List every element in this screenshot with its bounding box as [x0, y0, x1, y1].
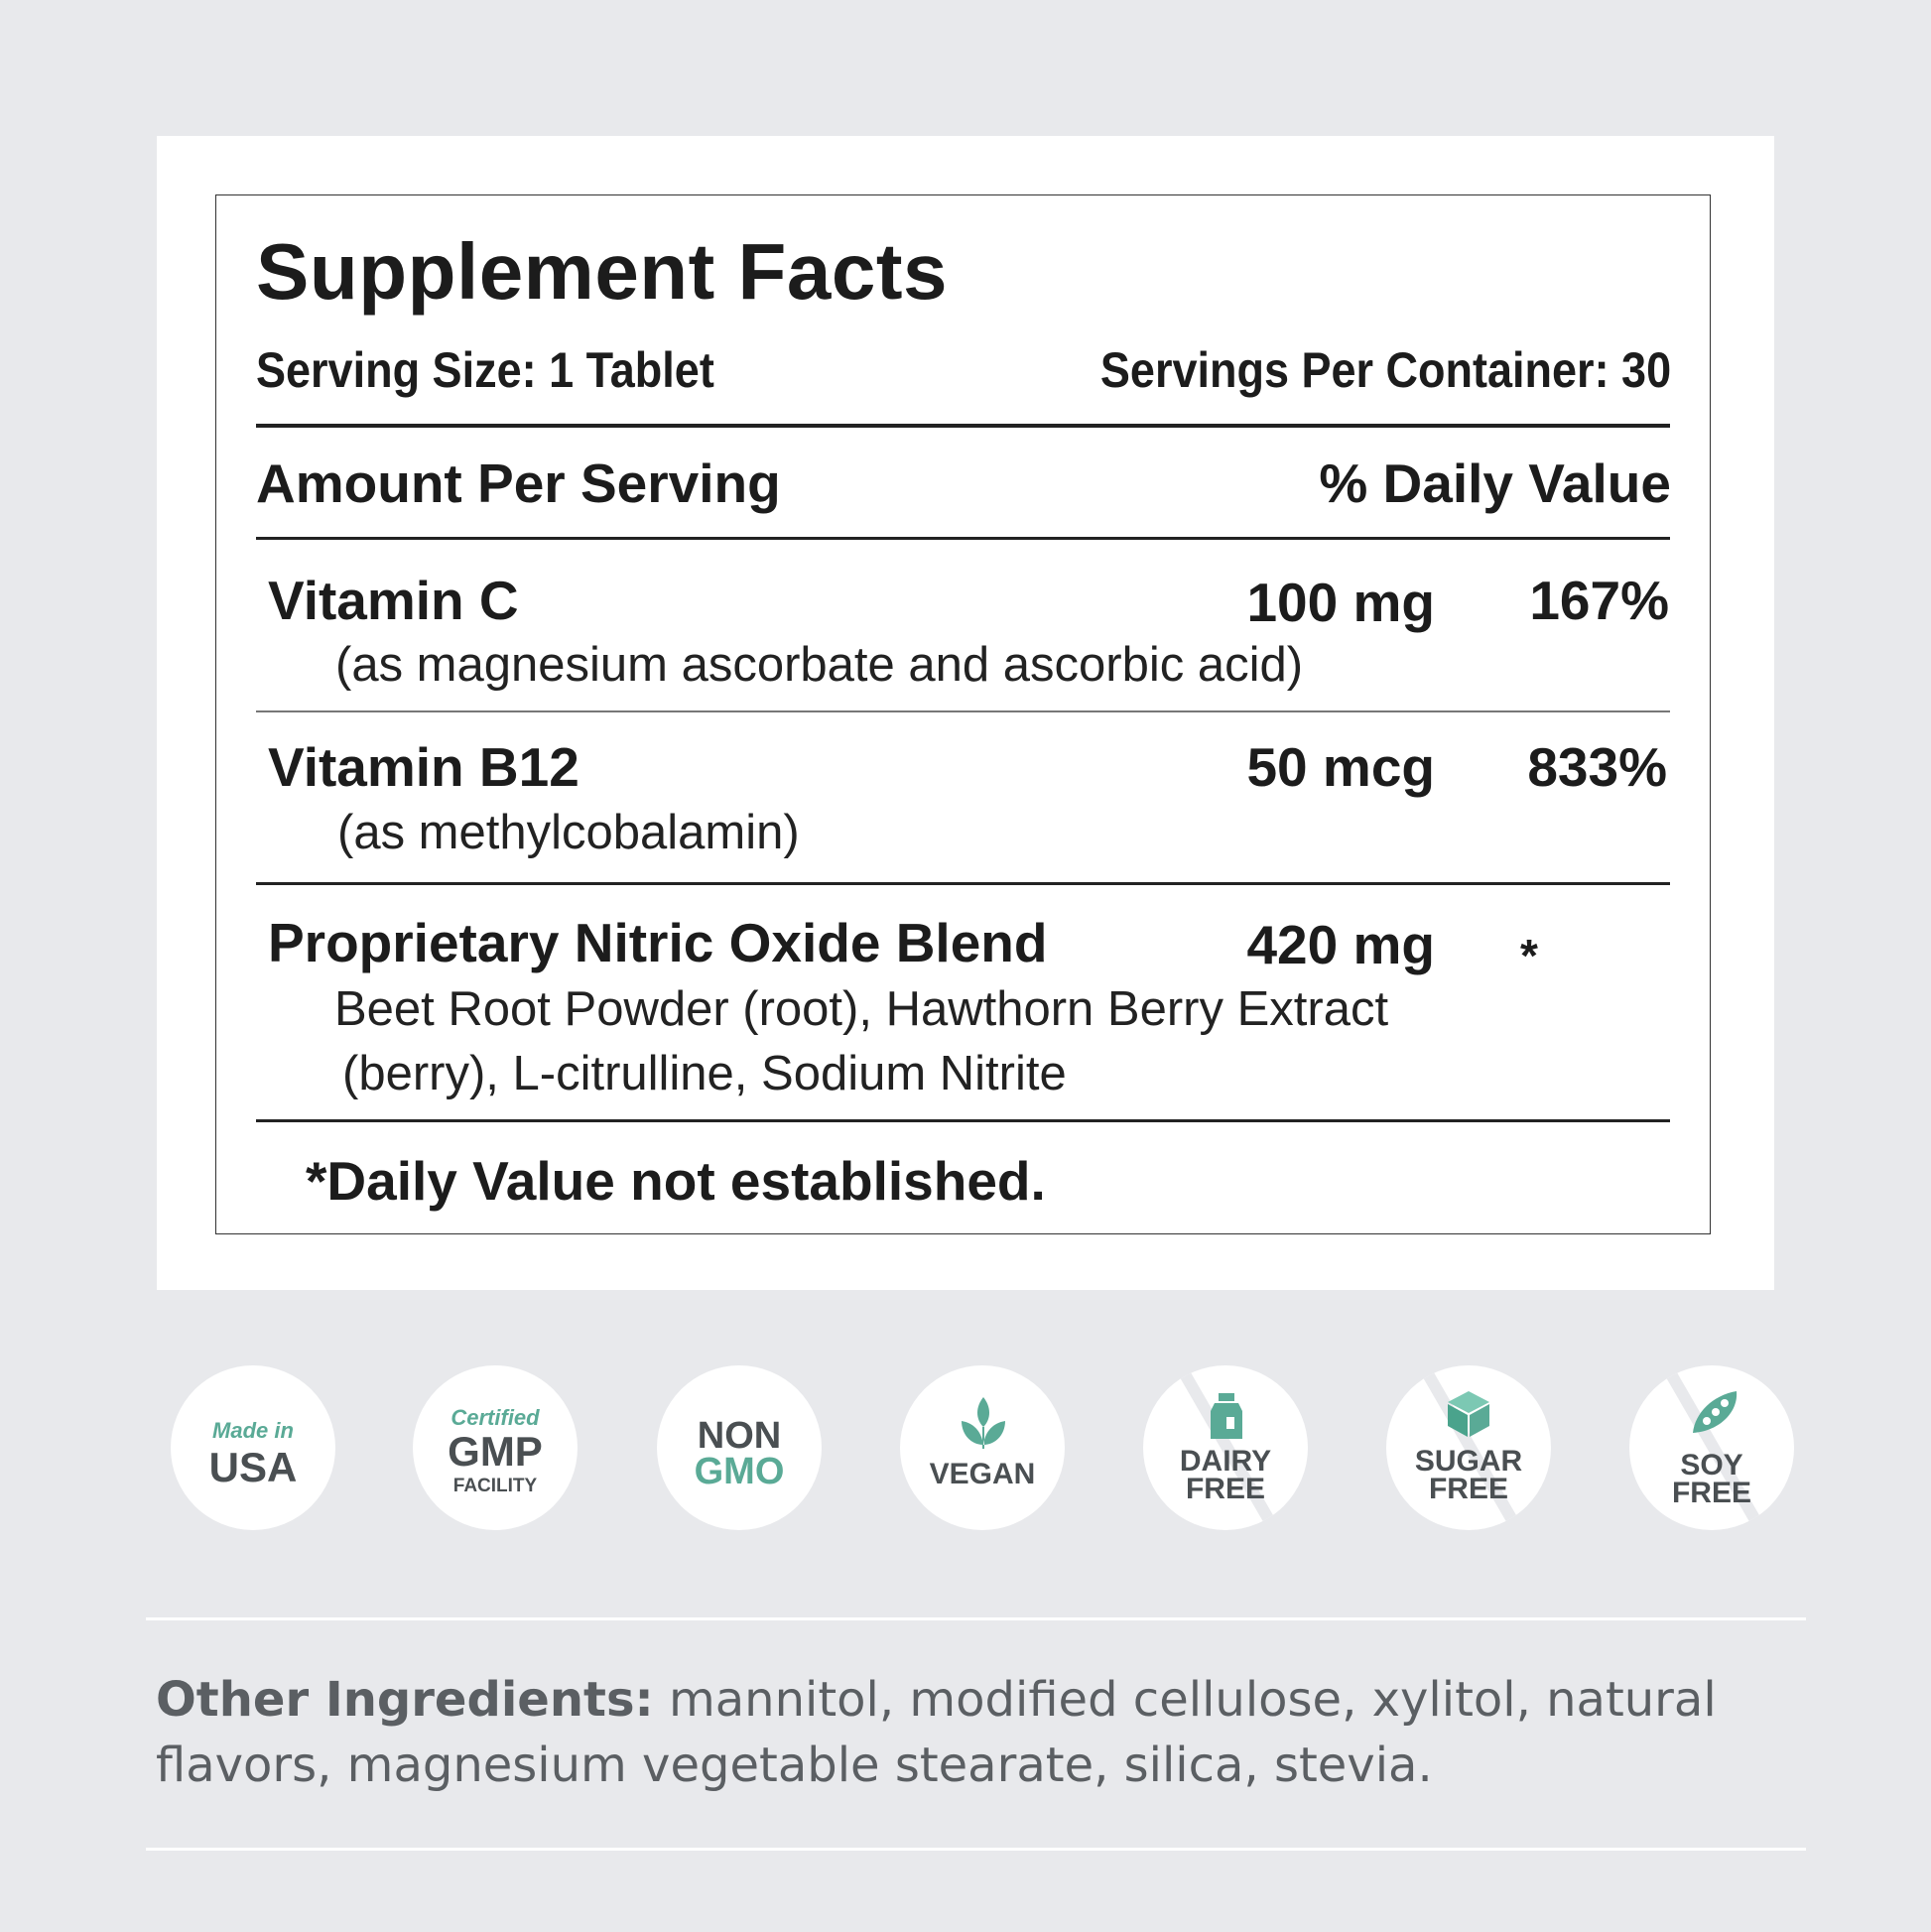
badge-text: GMP	[448, 1428, 543, 1475]
badge-non-gmo: NON GMO	[657, 1365, 822, 1530]
badge-vegan: VEGAN	[900, 1365, 1065, 1530]
nutrient-name: Vitamin C	[268, 570, 519, 631]
servings-per-container: Servings Per Container: 30	[1099, 342, 1671, 398]
divider	[146, 1848, 1806, 1851]
other-ingredients: Other Ingredients: mannitol, modified ce…	[156, 1667, 1803, 1798]
leaf-icon	[962, 1397, 1005, 1449]
badge-text: FACILITY	[452, 1476, 538, 1496]
other-ingredients-label: Other Ingredients:	[156, 1672, 654, 1728]
badge-made-in-usa: Made in USA	[171, 1365, 335, 1530]
badge-text: Certified	[451, 1405, 540, 1430]
supplement-facts-box	[215, 194, 1711, 1234]
badge-text: Made in	[212, 1418, 294, 1443]
badge-text: SUGAR	[1414, 1445, 1523, 1478]
facts-title: Supplement Facts	[256, 227, 949, 316]
nutrient-dv: *	[1520, 930, 1538, 981]
nutrient-dv: 167%	[1529, 570, 1669, 631]
milk-bottle-icon	[1211, 1393, 1242, 1439]
divider	[256, 882, 1670, 885]
divider	[256, 1119, 1670, 1122]
nutrient-amount: 420 mg	[1246, 914, 1435, 975]
badge-text: GMO	[694, 1451, 785, 1492]
amount-header: Amount Per Serving	[256, 452, 781, 514]
divider	[256, 537, 1670, 540]
badge-text: NON	[697, 1415, 782, 1457]
dv-header: % Daily Value	[1319, 452, 1671, 514]
badge-text: SOY	[1680, 1449, 1743, 1481]
badge-gmp: Certified GMP FACILITY	[413, 1365, 578, 1530]
soy-pod-icon	[1693, 1391, 1738, 1433]
other-ingredients-text: mannitol, modified cellulose, xylitol, n…	[156, 1672, 1717, 1793]
badge-dairy-free: DAIRY FREE	[1143, 1365, 1308, 1530]
nutrient-dv: 833%	[1527, 736, 1667, 798]
nutrient-detail: (as methylcobalamin)	[337, 806, 800, 859]
badge-text: VEGAN	[929, 1458, 1036, 1490]
divider	[146, 1617, 1806, 1620]
badge-sugar-free: SUGAR FREE	[1386, 1365, 1551, 1530]
nutrient-amount: 100 mg	[1246, 572, 1435, 633]
badge-text: DAIRY	[1179, 1445, 1272, 1478]
footnote: *Daily Value not established.	[306, 1150, 1046, 1212]
nutrient-amount: 50 mcg	[1246, 736, 1435, 798]
nutrient-detail: (berry), L-citrulline, Sodium Nitrite	[342, 1047, 1067, 1100]
divider	[256, 710, 1670, 712]
divider	[256, 424, 1670, 428]
badge-text: USA	[208, 1444, 298, 1490]
nutrient-name: Vitamin B12	[268, 736, 579, 798]
serving-size: Serving Size: 1 Tablet	[256, 342, 714, 398]
badge-text: FREE	[1185, 1473, 1265, 1505]
supplement-facts-panel	[157, 136, 1774, 1290]
badge-text: FREE	[1671, 1477, 1751, 1509]
sugar-cube-icon	[1448, 1391, 1489, 1437]
badge-soy-free: SOY FREE	[1629, 1365, 1794, 1530]
nutrient-name: Proprietary Nitric Oxide Blend	[268, 912, 1048, 973]
badge-text: FREE	[1428, 1473, 1508, 1505]
nutrient-detail: Beet Root Powder (root), Hawthorn Berry …	[334, 982, 1389, 1036]
nutrient-detail: (as magnesium ascorbate and ascorbic aci…	[335, 638, 1304, 692]
